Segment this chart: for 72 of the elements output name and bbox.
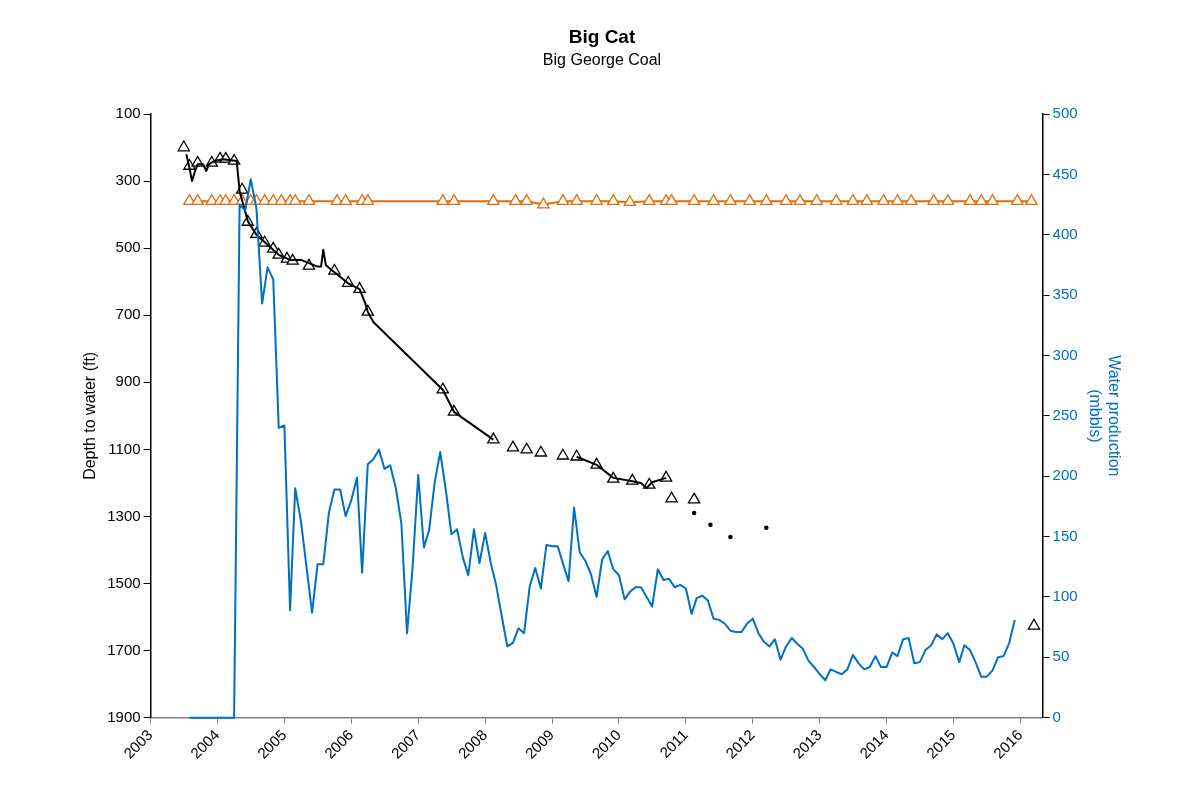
point [590, 194, 603, 206]
point [974, 194, 988, 206]
point [687, 194, 701, 206]
point [687, 492, 701, 504]
point [191, 194, 204, 206]
y-tick-label: 100 [115, 104, 141, 122]
point [556, 194, 570, 206]
y-tick-label: 1700 [107, 640, 141, 658]
y2-tick-label: 250 [1052, 405, 1078, 423]
y2-tick-label: 500 [1052, 104, 1078, 122]
point [877, 194, 890, 206]
point [361, 194, 375, 206]
point [436, 194, 450, 206]
y2-tick-label: 100 [1052, 587, 1078, 605]
point [607, 194, 620, 206]
point [487, 194, 500, 206]
y-tick-label: 700 [115, 305, 141, 323]
y-axis-title: Depth to water (ft) [81, 351, 99, 480]
point [665, 194, 678, 206]
point [724, 194, 737, 206]
point [986, 194, 999, 206]
y2-tick-label: 150 [1052, 526, 1078, 544]
y2-tick-label: 0 [1052, 707, 1061, 725]
y2-tick-label: 400 [1052, 224, 1078, 242]
y-tick-label: 900 [115, 372, 141, 390]
point [1025, 194, 1038, 206]
point [941, 194, 955, 206]
point [1011, 194, 1024, 206]
point [810, 194, 823, 206]
y-tick-label: 300 [115, 171, 141, 189]
chart-title: Big Cat [568, 25, 636, 47]
point [707, 194, 720, 206]
y2-tick-label: 50 [1052, 647, 1070, 665]
point [339, 194, 352, 206]
point [623, 195, 637, 207]
point [927, 194, 941, 206]
y-tick-label: 1300 [107, 506, 141, 524]
point [829, 194, 843, 206]
y-tick-label: 1900 [107, 707, 141, 725]
point [520, 194, 533, 206]
point [846, 194, 860, 206]
point [793, 194, 807, 206]
y2-tick-label: 350 [1052, 285, 1078, 303]
point [743, 194, 756, 206]
point [1027, 618, 1041, 630]
point [570, 194, 583, 206]
point [447, 194, 461, 206]
point [509, 194, 522, 206]
point [534, 445, 548, 457]
point [904, 194, 918, 206]
point [963, 194, 977, 206]
y2-tick-label: 200 [1052, 466, 1078, 484]
point [642, 194, 656, 206]
point [520, 442, 533, 454]
y-tick-label: 1100 [108, 439, 141, 457]
point [779, 194, 793, 206]
point [556, 448, 570, 460]
point [177, 140, 191, 152]
y2-tick-label: 450 [1052, 164, 1078, 182]
point [288, 194, 302, 206]
point [760, 194, 773, 206]
point [891, 194, 904, 206]
y-tick-label: 500 [115, 238, 141, 256]
chart-subtitle: Big George Coal [542, 50, 662, 68]
point [506, 440, 520, 452]
point [860, 194, 874, 206]
point [302, 194, 316, 206]
y2-tick-label: 300 [1052, 345, 1078, 363]
y-tick-label: 1500 [107, 573, 141, 591]
y2-axis-title: Water production (mbbls) [1086, 355, 1123, 477]
point [537, 197, 550, 209]
point [665, 491, 678, 503]
